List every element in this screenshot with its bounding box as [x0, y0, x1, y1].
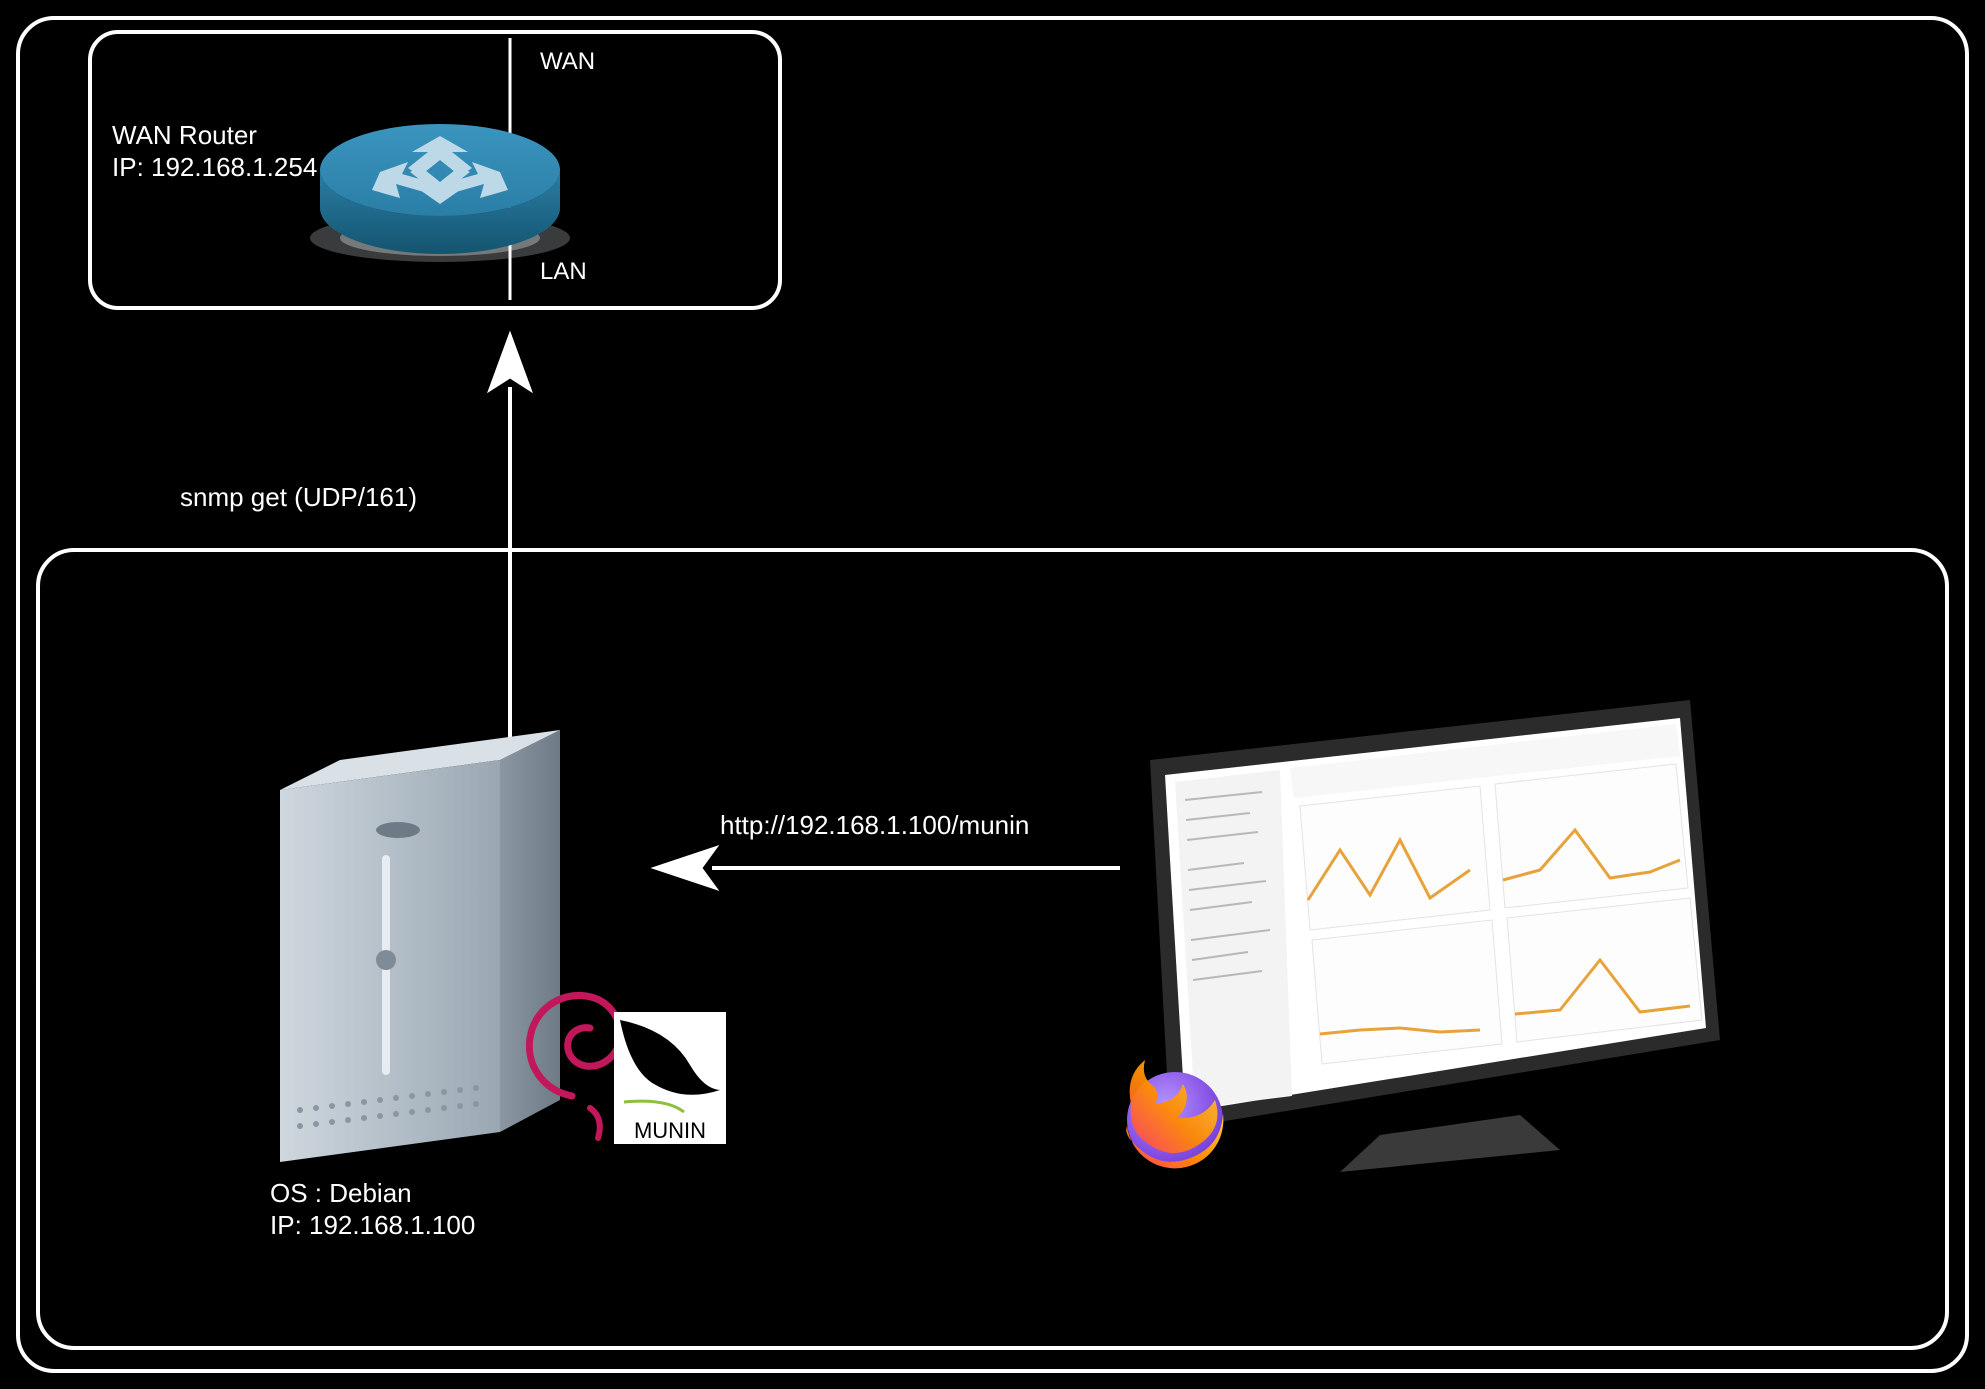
- router-wan-label: WAN: [540, 48, 595, 76]
- router-title-line1: WAN Router: [112, 120, 257, 151]
- http-arrow: [652, 846, 1120, 890]
- munin-icon: MUNIN: [614, 1012, 726, 1144]
- debian-icon: [529, 995, 620, 1138]
- server-icon: [280, 730, 560, 1162]
- server-label-line2: IP: 192.168.1.100: [270, 1210, 475, 1241]
- snmp-arrow: [488, 332, 532, 752]
- http-edge-label: http://192.168.1.100/munin: [720, 810, 1029, 841]
- server-label-line1: OS : Debian: [270, 1178, 412, 1209]
- snmp-edge-label: snmp get (UDP/161): [180, 482, 417, 513]
- client-monitor-icon: [1150, 700, 1720, 1172]
- router-title-line2: IP: 192.168.1.254: [112, 152, 317, 183]
- diagram-canvas: WAN Router IP: 192.168.1.254 WAN LAN snm…: [0, 0, 1985, 1389]
- firefox-icon: [1126, 1060, 1223, 1168]
- munin-label: MUNIN: [634, 1118, 706, 1143]
- router-lan-label: LAN: [540, 258, 587, 286]
- outer-frame: [18, 18, 1967, 1371]
- router-icon: [310, 124, 570, 262]
